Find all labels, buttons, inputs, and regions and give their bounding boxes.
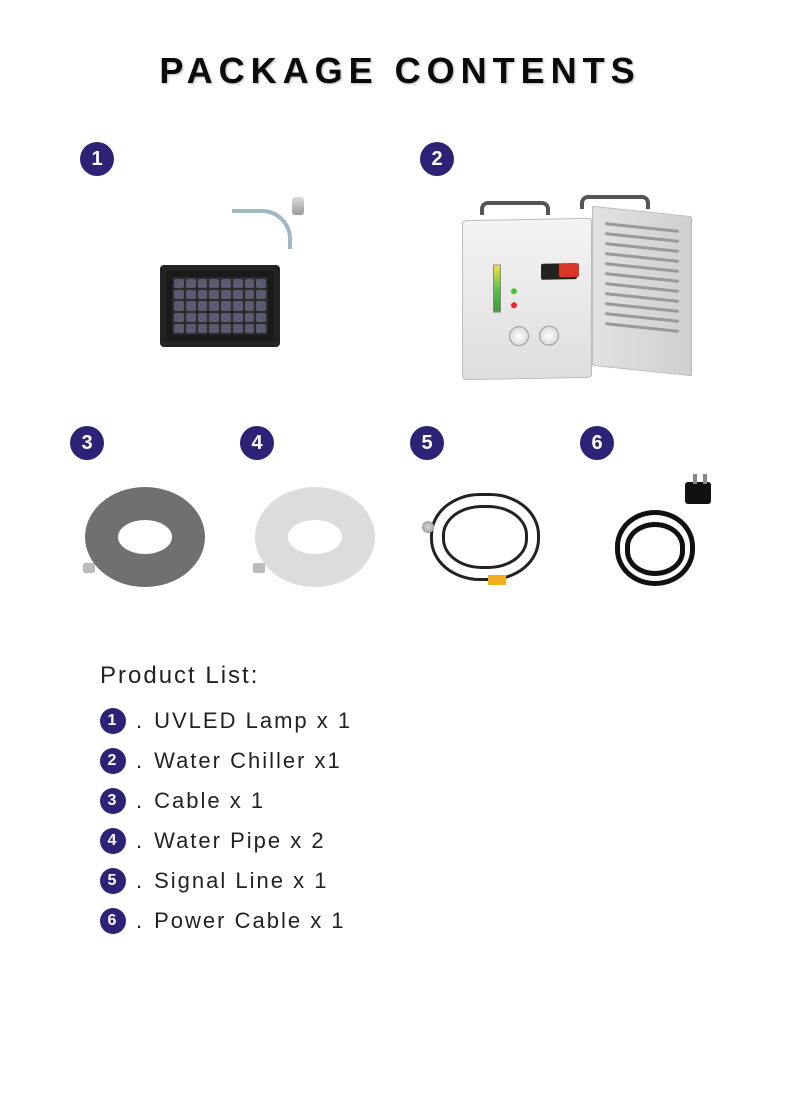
list-item: 2.Water Chiller x1 <box>100 748 800 774</box>
list-title: Product List: <box>100 662 800 690</box>
lamp-cable-icon <box>232 209 292 249</box>
lamp-plug-icon <box>292 197 304 215</box>
list-badge: 1 <box>100 708 126 734</box>
led-alarm-icon <box>511 302 517 308</box>
knob-icon <box>509 326 529 346</box>
bottom-grid: 3 4 5 6 <box>0 416 800 622</box>
connector-icon <box>422 521 434 533</box>
led-normal-icon <box>511 288 517 294</box>
list-label: UVLED Lamp x 1 <box>154 708 352 734</box>
list-item: 4.Water Pipe x 2 <box>100 828 800 854</box>
gauge-icon <box>493 264 501 312</box>
lamp-image <box>80 186 380 396</box>
item-6: 6 <box>580 426 730 602</box>
badge-6: 6 <box>580 426 614 460</box>
list-item: 3.Cable x 1 <box>100 788 800 814</box>
product-list: Product List: 1.UVLED Lamp x 1 2.Water Ch… <box>0 622 800 934</box>
list-label: Water Pipe x 2 <box>154 828 325 854</box>
badge-1: 1 <box>80 142 114 176</box>
list-badge: 2 <box>100 748 126 774</box>
knob-icon <box>539 325 559 345</box>
list-item: 5.Signal Line x 1 <box>100 868 800 894</box>
item-3: 3 <box>70 426 220 602</box>
plug-icon <box>685 482 711 504</box>
list-label: Water Chiller x1 <box>154 748 342 774</box>
list-badge: 4 <box>100 828 126 854</box>
badge-2: 2 <box>420 142 454 176</box>
chiller-front-icon <box>462 218 592 380</box>
lamp-body-icon <box>160 265 280 347</box>
page-title: PACKAGE CONTENTS <box>0 0 800 122</box>
list-item: 1.UVLED Lamp x 1 <box>100 708 800 734</box>
list-label: Signal Line x 1 <box>154 868 328 894</box>
chiller-side-icon <box>592 206 692 377</box>
list-item: 6.Power Cable x 1 <box>100 908 800 934</box>
item-2: 2 <box>420 142 720 396</box>
tag-icon <box>488 575 506 585</box>
list-label: Power Cable x 1 <box>154 908 345 934</box>
badge-3: 3 <box>70 426 104 460</box>
item-5: 5 <box>410 426 560 602</box>
pipe-white-image <box>240 472 390 602</box>
badge-5: 5 <box>410 426 444 460</box>
list-badge: 5 <box>100 868 126 894</box>
item-1: 1 <box>80 142 380 396</box>
signal-line-image <box>410 472 560 602</box>
cable-gray-image <box>70 472 220 602</box>
item-4: 4 <box>240 426 390 602</box>
badge-4: 4 <box>240 426 274 460</box>
handle-icon <box>480 201 550 215</box>
chiller-image <box>420 186 720 396</box>
handle-icon <box>580 195 650 209</box>
list-badge: 3 <box>100 788 126 814</box>
power-cable-image <box>580 472 730 602</box>
top-grid: 1 2 <box>0 122 800 416</box>
power-switch-icon <box>559 263 579 277</box>
list-label: Cable x 1 <box>154 788 265 814</box>
list-badge: 6 <box>100 908 126 934</box>
